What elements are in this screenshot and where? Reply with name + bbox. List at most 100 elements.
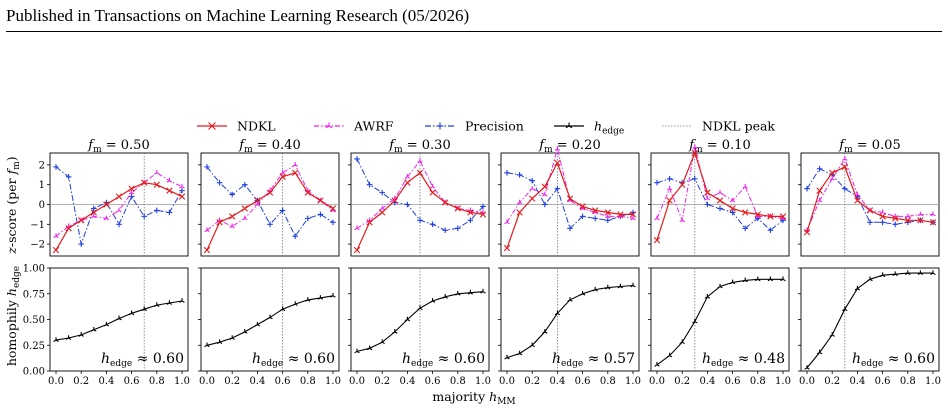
ndkl-point [803, 229, 811, 236]
hedge-point [567, 297, 573, 302]
panel-5: fm = 0.05 0.0 0.2 0.4 0.6 0.8 1.0 hedge ≈ 0.60 [798, 138, 941, 387]
y-tick-label: −2 [30, 240, 45, 251]
ndkl-point [317, 197, 324, 204]
ndkl-point [153, 181, 160, 188]
hedge-point [279, 306, 286, 312]
awrf-point [204, 227, 210, 233]
hedge-point [166, 300, 173, 305]
awrf-point [704, 195, 711, 201]
precision-point [455, 225, 461, 232]
awrf-point [417, 158, 423, 163]
ndkl-point [541, 183, 548, 190]
panel-title: fm = 0.30 [388, 138, 450, 155]
y-tick-label: −1 [30, 220, 45, 231]
ndkl-point [566, 195, 574, 202]
precision-point [330, 219, 336, 226]
ndkl-point [379, 209, 386, 216]
hedge-point [141, 306, 147, 312]
hedge-point [366, 345, 373, 351]
ndkl-point [404, 179, 411, 186]
x-tick-label: 0.4 [399, 376, 415, 387]
hedge-point [179, 298, 185, 303]
hedge-point [78, 332, 84, 337]
precision-point [417, 217, 423, 224]
awrf-point [504, 219, 510, 225]
hedge-point [354, 348, 360, 354]
ndkl-point [442, 199, 449, 206]
x-tick-label: 0.6 [275, 376, 291, 387]
ndkl-point [742, 209, 749, 216]
ndkl-point [579, 203, 586, 210]
hedge-point [504, 354, 510, 360]
ndkl-point [516, 209, 523, 216]
hedge-point [216, 339, 223, 345]
y-tick-label: 0.75 [23, 289, 45, 300]
awrf-point [692, 144, 698, 149]
ndkl-point [829, 169, 836, 176]
panel-title: fm = 0.05 [838, 138, 900, 155]
precision-point [480, 203, 486, 210]
precision-point [567, 225, 573, 232]
precision-point [404, 201, 411, 208]
x-tick-label: 0.0 [48, 376, 64, 387]
hedge-point [729, 279, 736, 285]
ndkl-point [917, 217, 924, 224]
precision-point [216, 179, 223, 186]
ndkl-point [716, 197, 724, 204]
precision-point [91, 205, 97, 212]
ndkl-point [52, 246, 60, 254]
hedge-line [356, 291, 484, 352]
hedge-annotation: hedge ≈ 0.60 [101, 351, 184, 369]
ndkl-point [178, 193, 186, 200]
hedge-point [404, 316, 411, 322]
awrf-point [53, 233, 59, 239]
precision-point [542, 201, 548, 208]
ndkl-point [866, 207, 874, 214]
ndkl-point [679, 181, 686, 188]
precision-point [78, 241, 84, 247]
legend-item-2: Precision [425, 119, 524, 134]
ndkl-point [816, 187, 823, 194]
x-tick-label: 0.4 [249, 376, 265, 387]
x-tick-label: 0.4 [849, 376, 865, 387]
panel-0: fm = 0.50 2 1 0 −1 −2 1.00 0.75 0.50 0.25 0.000.0 0… [23, 138, 190, 387]
hedge-point [242, 329, 248, 334]
x-tick-label: 0.6 [725, 376, 741, 387]
hedge-annotation: hedge ≈ 0.60 [402, 351, 485, 369]
x-tick-label: 0.8 [900, 376, 916, 387]
journal-header: Published in Transactions on Machine Lea… [6, 6, 470, 25]
x-tick-label: 0.8 [450, 376, 466, 387]
y-tick-label: 1 [39, 180, 45, 191]
hedge-annotation: hedge ≈ 0.60 [852, 351, 935, 369]
awrf-point [254, 201, 261, 207]
hedge-point [867, 276, 873, 282]
precision-point [654, 179, 660, 186]
legend-label: hedge [594, 119, 624, 137]
hedge-point [704, 294, 711, 299]
awrf-point [666, 185, 673, 191]
awrf-point [91, 213, 97, 219]
y-tick-label: 0.25 [23, 341, 45, 352]
precision-point [867, 219, 873, 226]
hedge-point [467, 289, 474, 295]
x-tick-label: 0.6 [575, 376, 591, 387]
legend-marker [436, 122, 444, 130]
awrf-point [829, 175, 835, 181]
ndkl-point [279, 173, 286, 180]
ndkl-point [353, 246, 361, 254]
awrf-point [103, 215, 110, 221]
ndkl-point [479, 211, 487, 218]
legend-item-1: AWRF [314, 119, 394, 134]
hedge-point [692, 318, 698, 324]
hedge-point [842, 306, 848, 312]
ndkl-point [128, 185, 135, 192]
awrf-line [506, 147, 634, 223]
x-tick-label: 0.2 [824, 376, 840, 387]
hedge-point [879, 272, 886, 278]
precision-point [704, 201, 711, 208]
x-tick-label: 0.0 [499, 376, 515, 387]
hedge-point [229, 335, 235, 340]
ndkl-point [604, 209, 611, 216]
ndkl-point [554, 159, 561, 167]
